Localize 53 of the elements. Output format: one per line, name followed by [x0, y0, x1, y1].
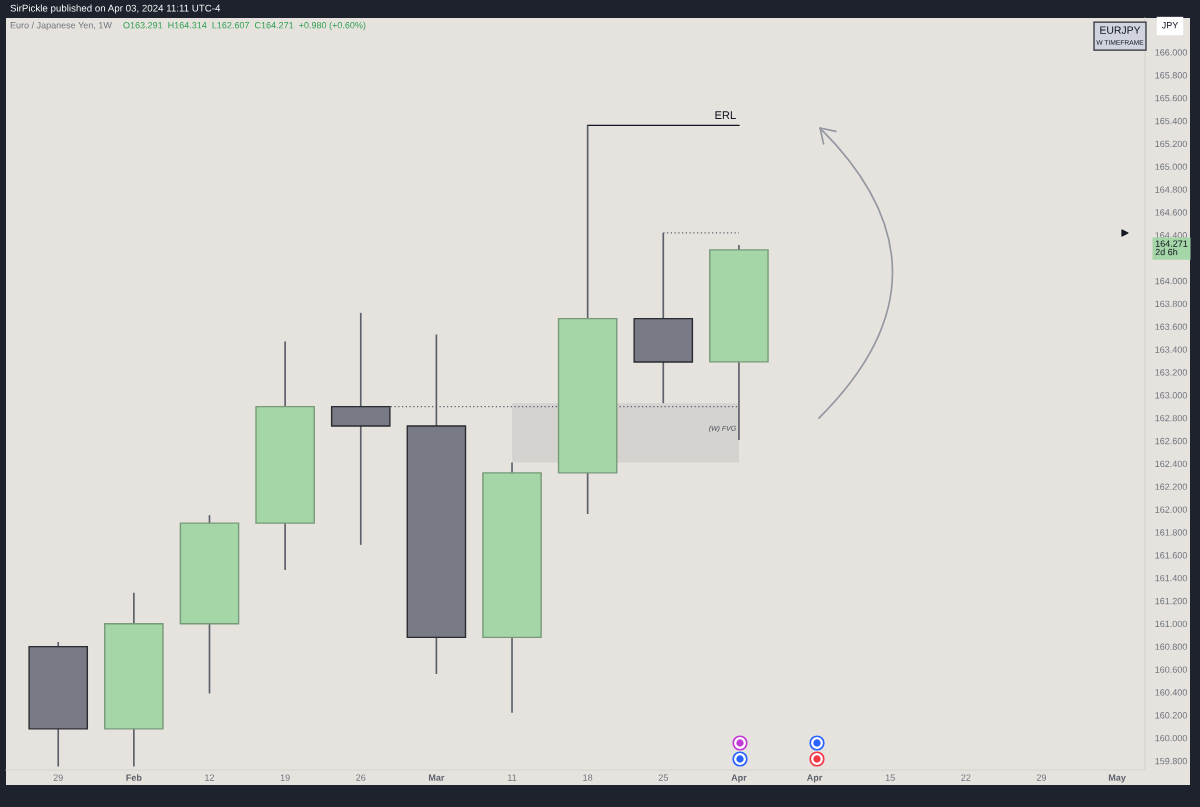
- y-tick-label: 161.800: [1155, 529, 1187, 536]
- x-tick-label: Feb: [126, 774, 142, 781]
- x-tick-label: 25: [658, 774, 668, 781]
- y-tick-label: 161.000: [1155, 620, 1187, 628]
- y-tick-label: 165.600: [1155, 94, 1187, 102]
- x-tick-label: Mar: [428, 774, 445, 781]
- y-tick-label: 163.800: [1155, 300, 1187, 308]
- y-tick-label: 165.400: [1155, 117, 1187, 125]
- x-tick-label: 12: [205, 774, 215, 781]
- y-tick-label: 160.200: [1155, 712, 1187, 719]
- y-tick-label: 163.400: [1155, 346, 1187, 353]
- y-axis-title: JPY: [1161, 22, 1179, 29]
- y-tick-label: 164.000: [1155, 277, 1187, 285]
- x-tick-label: Apr: [731, 774, 747, 783]
- y-tick-label: 160.400: [1155, 689, 1187, 696]
- x-tick-label: 29: [1036, 774, 1047, 781]
- y-tick-label: 163.200: [1155, 369, 1187, 376]
- x-tick-label: 22: [961, 774, 971, 781]
- y-tick-label: 166.000: [1155, 49, 1187, 56]
- y-tick-label: 164.600: [1155, 209, 1187, 216]
- y-tick-label: 162.400: [1155, 460, 1187, 468]
- annotation: ERL: [715, 111, 736, 119]
- y-tick-label: 165.800: [1155, 72, 1187, 79]
- y-tick-label: 165.000: [1155, 163, 1187, 170]
- x-tick-label: Apr: [807, 774, 823, 783]
- y-tick-label: 163.600: [1155, 323, 1187, 330]
- x-tick-label: May: [1108, 774, 1126, 783]
- annotation: EURJPY: [1100, 26, 1141, 34]
- y-tick-label: 162.600: [1155, 437, 1187, 445]
- y-tick-label: 160.600: [1155, 666, 1187, 673]
- x-tick-label: 19: [280, 774, 290, 781]
- x-tick-label: 11: [508, 774, 517, 781]
- y-tick-label: 160.000: [1155, 734, 1187, 742]
- text: SirPickle published on Apr 03, 2024 11:11 UTC-4: [10, 4, 221, 14]
- x-tick-label: 26: [356, 774, 366, 781]
- y-tick-label: 161.400: [1155, 574, 1187, 582]
- y-tick-label: 162.000: [1155, 506, 1187, 513]
- y-tick-label: 160.800: [1155, 643, 1187, 650]
- y-tick-label: 163.000: [1155, 392, 1187, 399]
- y-tick-label: 162.200: [1155, 483, 1187, 490]
- y-tick-label: 161.600: [1155, 552, 1187, 559]
- y-tick-label: 161.200: [1155, 597, 1187, 605]
- chart-subtitle: O163.291 H164.314 L162.607 C164.271 +0.980 (+0.60%): [123, 21, 366, 31]
- candlestick: [330, 312, 391, 546]
- y-tick-label: 159.800: [1155, 757, 1187, 765]
- y-tick-label: 165.200: [1155, 140, 1187, 148]
- x-tick-label: 18: [583, 774, 593, 781]
- y-tick-label: 164.800: [1155, 186, 1187, 193]
- x-tick-label: 29: [53, 774, 63, 781]
- x-tick-label: 15: [885, 774, 895, 781]
- chart-title: Euro / Japanese Yen, 1W: [10, 21, 112, 31]
- y-tick-label: 162.800: [1155, 414, 1187, 422]
- text: 164.271 2d 6h: [1155, 240, 1188, 256]
